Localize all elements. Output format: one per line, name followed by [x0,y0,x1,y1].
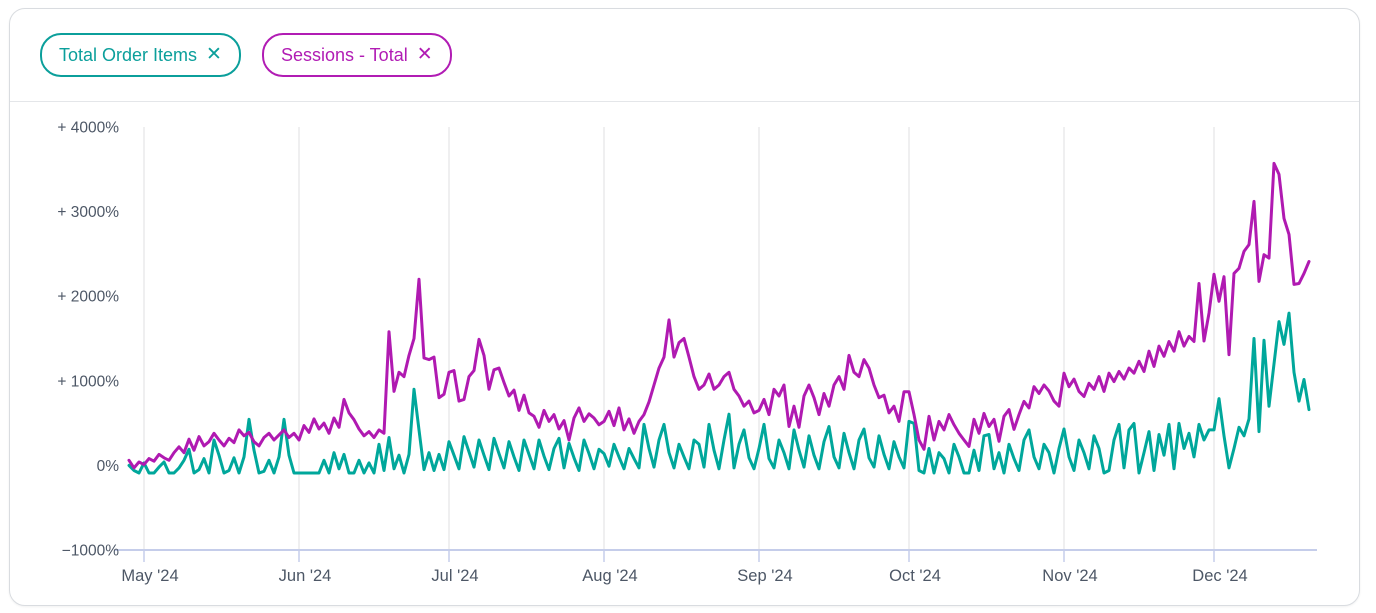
y-axis-label: 0% [97,458,120,475]
x-axis-labels: May '24 Jun '24 Jul '24 Aug '24 Sep '24 Oct '… [121,567,1247,585]
y-axis-labels: + 4000% + 3000% + 2000% + 1000% 0% −1000% [57,120,119,560]
x-axis-ticks [143,550,1215,562]
filter-chip-label: Sessions - Total [280,45,408,65]
x-axis-label: Oct '24 [889,567,941,585]
metrics-chart-card: Total Order Items ✕ Sessions - Total ✕ +… [9,8,1360,606]
filter-chip-label: Total Order Items [59,45,198,65]
month-gridlines [143,127,1215,550]
series-line-sessions-total [127,161,1311,470]
x-axis-label: Aug '24 [582,567,637,585]
y-axis-label: −1000% [62,543,120,560]
trend-line-chart: + 4000% + 3000% + 2000% + 1000% 0% −1000%May … [57,120,1317,585]
y-axis-label: + 4000% [57,120,119,137]
filter-chip-total-order-items[interactable]: Total Order Items ✕ [40,33,241,77]
y-axis-label: + 3000% [57,204,119,221]
chart-filter-bar: Total Order Items ✕ Sessions - Total ✕ [10,9,1359,102]
x-axis-label: Dec '24 [1192,567,1247,585]
remove-filter-icon[interactable]: ✕ [416,44,433,65]
x-axis-label: Sep '24 [737,567,792,585]
y-axis-label: + 2000% [57,289,119,306]
x-axis-label: Jun '24 [279,567,332,585]
x-axis-label: May '24 [121,567,178,585]
filter-chip-sessions-total[interactable]: Sessions - Total ✕ [261,33,452,77]
chart-area: + 4000% + 3000% + 2000% + 1000% 0% −1000% May … [10,101,1359,605]
x-axis-label: Nov '24 [1042,567,1097,585]
series-line-total-order-items [127,311,1311,475]
y-axis-label: + 1000% [57,373,119,390]
x-axis-label: Jul '24 [431,567,478,585]
remove-filter-icon[interactable]: ✕ [206,44,222,65]
